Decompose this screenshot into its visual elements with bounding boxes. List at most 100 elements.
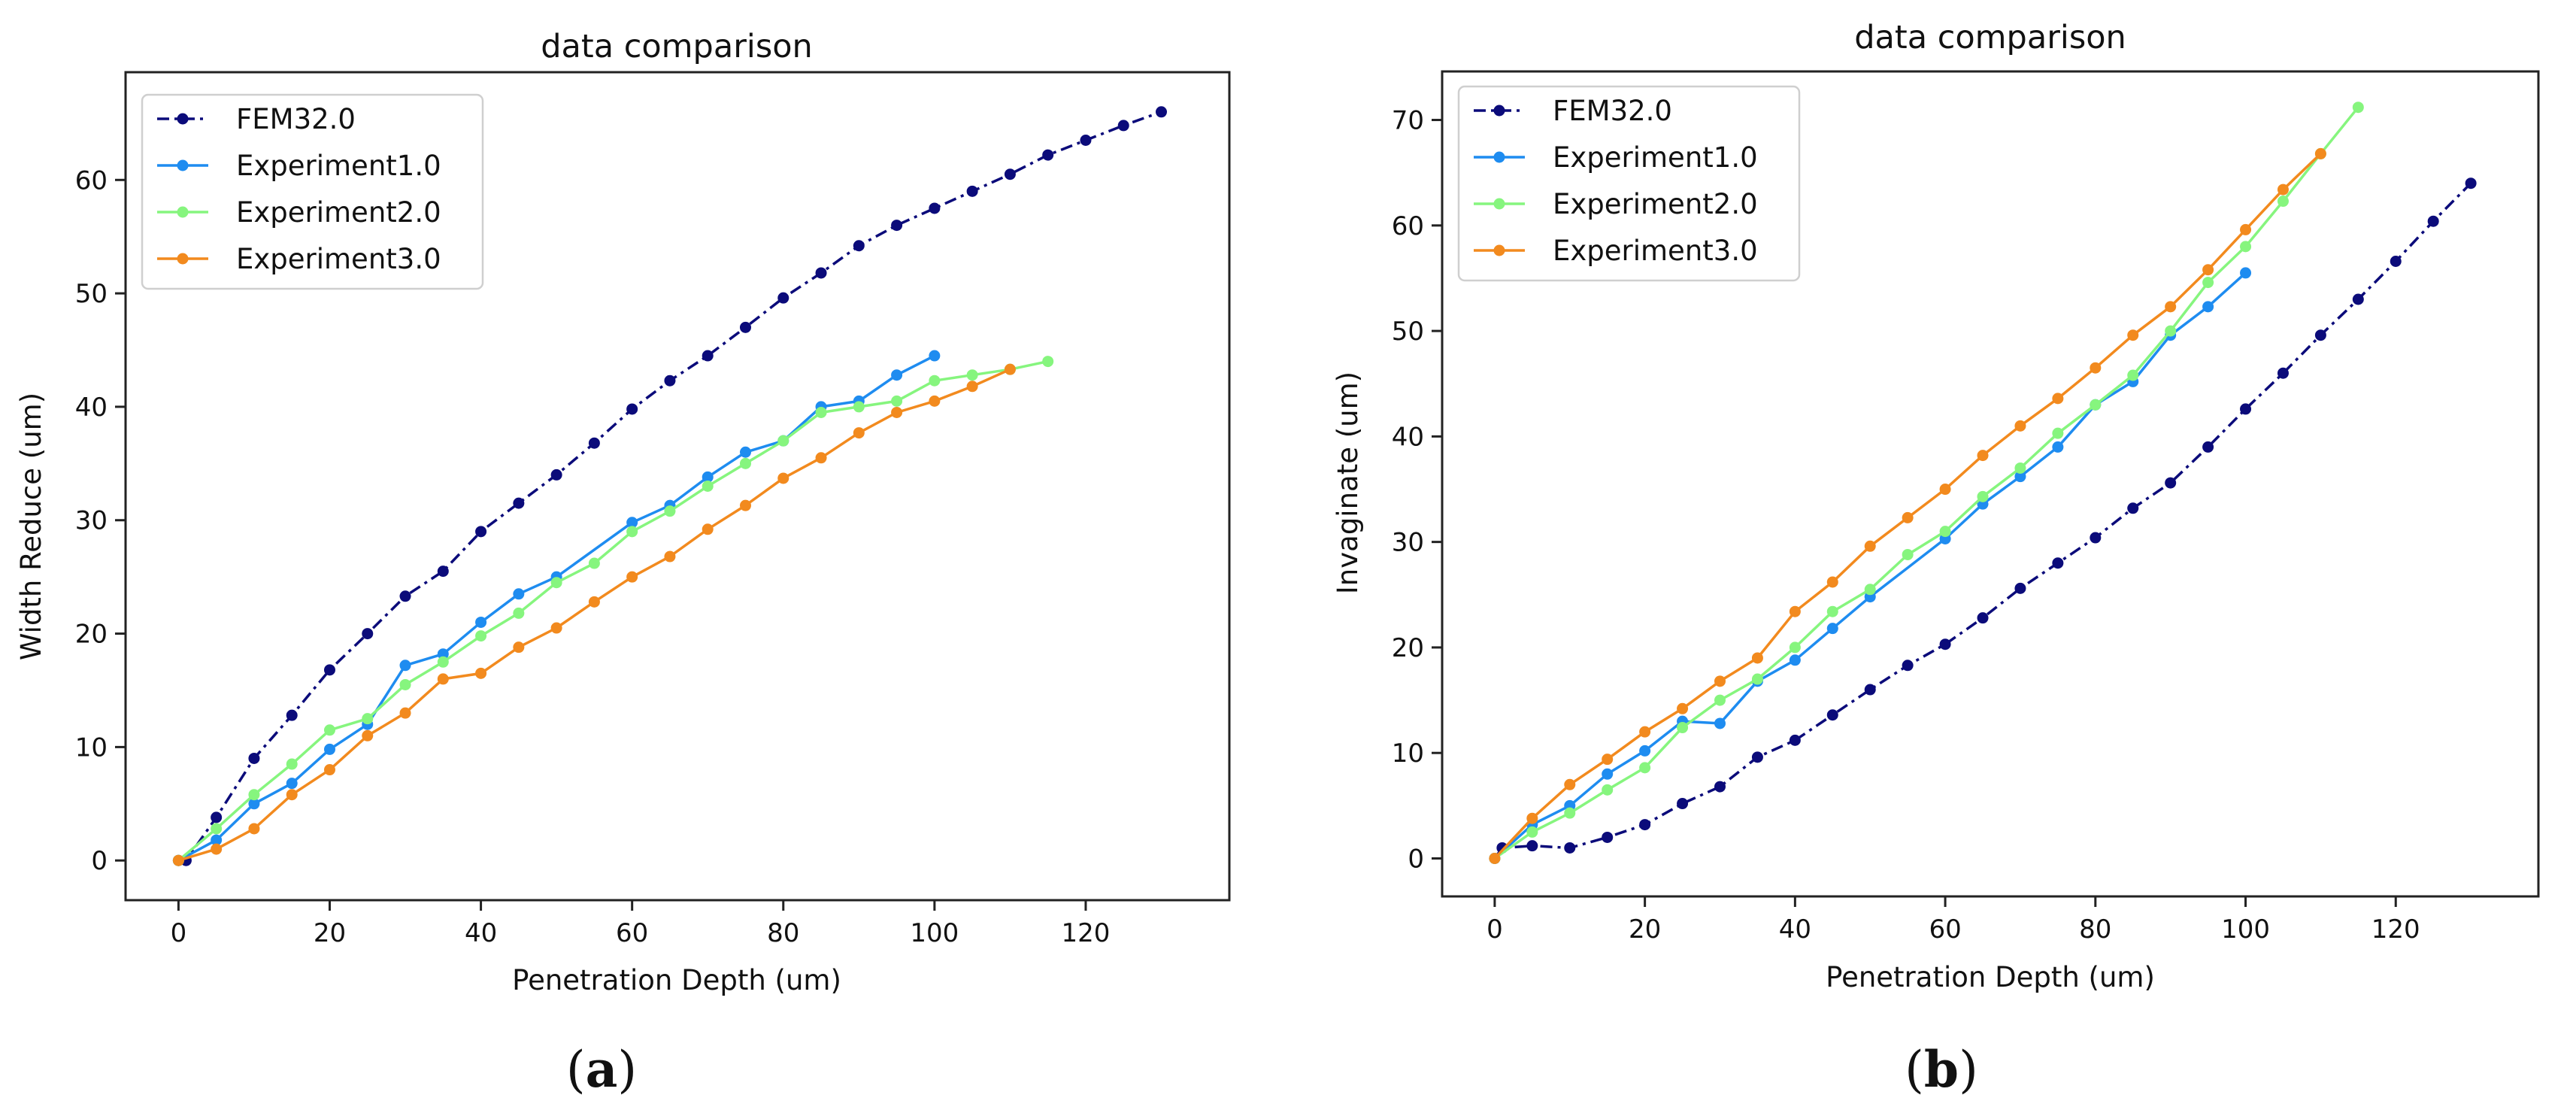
chart-b-point-experiment1-0 (2202, 301, 2214, 313)
chart-a-point-experiment3-0 (286, 789, 298, 801)
chart-a-series-line-experiment2-0 (177, 359, 1049, 862)
chart-b-x-tick-label: 60 (1929, 914, 1961, 945)
chart-b-point-experiment2-0 (2277, 196, 2289, 208)
chart-a-point-fem32-0 (437, 566, 449, 578)
chart-b-point-experiment3-0 (2314, 147, 2326, 159)
chart-b-point-experiment2-0 (1639, 762, 1651, 774)
chart-a-point-fem32-0 (966, 185, 978, 197)
chart-a-point-fem32-0 (1156, 106, 1168, 118)
chart-b-point-experiment3-0 (2014, 420, 2026, 432)
chart-a-x-tick-label: 20 (314, 918, 346, 948)
chart-b-legend-marker-experiment3-0 (1493, 244, 1505, 256)
chart-b-point-experiment2-0 (1864, 584, 1876, 596)
chart-b-point-experiment3-0 (2052, 393, 2064, 405)
chart-b-legend-marker-experiment2-0 (1493, 198, 1505, 210)
chart-a-x-tick-label: 80 (767, 918, 799, 948)
chart-b-point-fem32-0 (2202, 441, 2214, 453)
chart-b-point-experiment2-0 (1789, 641, 1801, 654)
chart-a-legend-label-fem32-0: FEM32.0 (236, 103, 356, 135)
chart-b-point-fem32-0 (2277, 367, 2289, 379)
chart-b-point-experiment3-0 (1977, 450, 1989, 462)
chart-b-y-tick-label: 40 (1392, 422, 1424, 452)
chart-b-point-experiment3-0 (1526, 812, 1538, 824)
chart-a-point-experiment2-0 (475, 630, 487, 642)
chart-a-legend-marker-experiment3-0 (177, 253, 189, 265)
chart-a-point-experiment1-0 (626, 517, 638, 529)
chart-b-point-fem32-0 (2014, 582, 2026, 594)
chart-b-point-experiment3-0 (1939, 484, 1951, 496)
chart-b-series-line-experiment1-0 (1493, 271, 2247, 860)
chart-b-point-fem32-0 (1939, 638, 1951, 650)
chart-a-point-experiment1-0 (211, 834, 223, 846)
chart-b-x-tick-label: 0 (1487, 914, 1503, 945)
chart-a-point-fem32-0 (550, 469, 562, 481)
chart-b-point-fem32-0 (1639, 819, 1651, 831)
chart-a-point-experiment1-0 (286, 778, 298, 790)
chart-a-point-experiment3-0 (211, 843, 223, 855)
chart-b-point-experiment2-0 (2352, 102, 2364, 114)
chart-a-point-experiment2-0 (966, 369, 978, 381)
chart-b-point-experiment3-0 (2202, 264, 2214, 276)
chart-b-point-experiment2-0 (2165, 325, 2177, 337)
chart-b-point-experiment3-0 (2090, 362, 2102, 374)
chart-a-point-experiment2-0 (513, 607, 525, 619)
chart-a-point-experiment3-0 (626, 571, 638, 583)
chart-a-point-fem32-0 (362, 628, 374, 640)
panel-a-letter: a (586, 1040, 618, 1099)
chart-b-point-experiment2-0 (2052, 427, 2064, 439)
chart-a-point-experiment3-0 (929, 395, 941, 407)
chart-a-legend-marker-experiment1-0 (177, 159, 189, 171)
chart-a-point-experiment2-0 (777, 435, 789, 447)
chart-b-point-experiment2-0 (1602, 784, 1614, 796)
chart-a-point-fem32-0 (853, 240, 865, 252)
chart-b-plot: 0 20 40 60 80 100 120 0 10 20 30 40 50 60 70 FEM32.0 Exp… (1392, 70, 2540, 945)
chart-a-point-experiment1-0 (513, 588, 525, 600)
chart-a-point-fem32-0 (513, 497, 525, 509)
chart-a-point-experiment1-0 (437, 648, 449, 660)
panel-a-label: (a) (566, 1040, 637, 1099)
panel-b-label: (b) (1905, 1040, 1978, 1099)
chart-a-point-experiment1-0 (323, 743, 335, 755)
chart-b-ylabel: Invaginate (um) (1332, 371, 1364, 594)
chart-b-y-tick-label: 20 (1392, 633, 1424, 663)
chart-a-point-experiment2-0 (891, 395, 903, 407)
chart-b-y-tick-label: 30 (1392, 528, 1424, 558)
chart-b-point-experiment3-0 (2277, 183, 2289, 196)
chart-a-point-experiment1-0 (702, 471, 714, 483)
chart-b-point-experiment2-0 (2240, 241, 2252, 253)
chart-b-x-tick-label: 40 (1779, 914, 1811, 945)
chart-a-point-experiment2-0 (929, 375, 941, 387)
chart-b-series-line-fem32-0 (1493, 182, 2472, 860)
chart-a-legend-marker-experiment2-0 (177, 206, 189, 218)
chart-a-point-experiment3-0 (664, 550, 676, 563)
chart-a-point-fem32-0 (588, 437, 600, 449)
chart-b-xlabel: Penetration Depth (um) (1826, 961, 2155, 993)
chart-b-point-fem32-0 (1714, 781, 1726, 793)
chart-b-legend-label-experiment1-0: Experiment1.0 (1553, 141, 1758, 174)
chart-b-y-tick-label: 50 (1392, 317, 1424, 347)
chart-a-point-experiment3-0 (739, 499, 751, 511)
chart-b-point-fem32-0 (2465, 177, 2477, 190)
chart-a-point-experiment2-0 (211, 823, 223, 835)
chart-a-point-fem32-0 (929, 202, 941, 214)
chart-a-point-experiment1-0 (739, 446, 751, 458)
chart-a-legend-marker-fem32-0 (177, 113, 189, 125)
chart-a-x-tick-label: 120 (1062, 918, 1111, 948)
chart-b-series-line-experiment2-0 (1493, 106, 2359, 860)
chart-b-point-fem32-0 (1751, 751, 1763, 763)
chart-a-point-experiment2-0 (664, 505, 676, 517)
chart-a-point-fem32-0 (323, 664, 335, 676)
chart-b-point-experiment1-0 (1602, 768, 1614, 780)
chart-a-point-fem32-0 (1042, 149, 1054, 161)
chart-b-y-tick-label: 0 (1408, 844, 1424, 874)
chart-b-point-experiment3-0 (1639, 726, 1651, 738)
chart-a-point-experiment2-0 (286, 758, 298, 770)
chart-b-point-experiment2-0 (1902, 548, 1914, 560)
chart-b-point-experiment2-0 (1977, 490, 1989, 502)
panel-b: data comparison Penetration Depth (um) I… (1332, 19, 2540, 1099)
chart-a-y-tick-label: 0 (91, 846, 108, 876)
chart-b-legend-label-fem32-0: FEM32.0 (1553, 95, 1672, 127)
chart-b-point-experiment3-0 (1751, 652, 1763, 664)
chart-b-title: data comparison (1854, 19, 2126, 56)
